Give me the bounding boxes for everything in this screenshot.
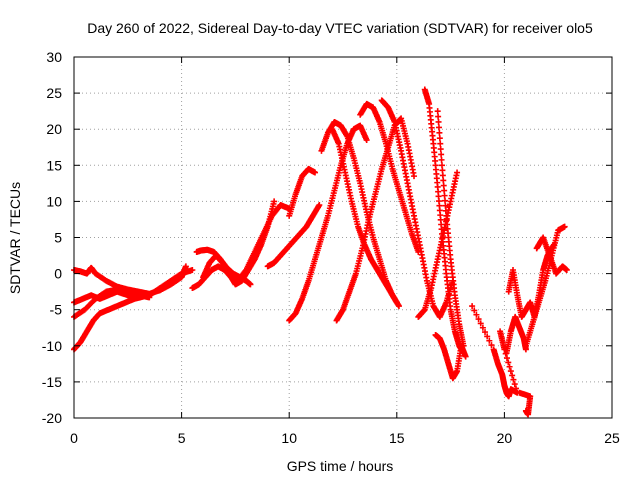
y-tick-label: -10 — [42, 338, 62, 354]
grid-lines — [74, 57, 612, 418]
y-tick-label: -20 — [42, 410, 62, 426]
data-point-fill — [440, 177, 447, 184]
y-axis-label: SDTVAR / TECUs — [7, 182, 23, 294]
data-point-fill — [511, 381, 518, 388]
data-point — [393, 299, 400, 306]
data-point-fill — [471, 307, 478, 314]
data-point-fill — [439, 172, 446, 179]
data-point-fill — [440, 182, 447, 189]
data-point — [454, 169, 461, 176]
series-arc-7 — [200, 198, 278, 288]
data-point-fill — [435, 113, 442, 120]
y-tick-label: 5 — [54, 230, 62, 246]
data-point-fill — [475, 316, 482, 323]
data-point-fill — [479, 324, 486, 331]
data-point — [469, 303, 476, 310]
data-point — [182, 263, 189, 270]
data-point-fill — [513, 385, 520, 392]
data-point — [411, 173, 418, 180]
series-arc-8 — [264, 202, 323, 270]
data-point-fill — [507, 368, 514, 375]
data-point — [516, 389, 523, 396]
data-point-fill — [473, 311, 480, 318]
data-point — [271, 198, 278, 205]
data-point-fill — [437, 146, 444, 153]
y-tick-label: 20 — [46, 121, 62, 137]
y-tick-label: 10 — [46, 193, 62, 209]
series-arc-4 — [71, 266, 196, 306]
data-point — [395, 303, 402, 310]
data-point-fill — [441, 192, 448, 199]
data-point-fill — [509, 372, 516, 379]
axes: 0 5 10 15 20 25 -20 -15 -10 -5 0 5 10 15 20 25 30 — [42, 49, 620, 446]
data-point-fill — [441, 187, 448, 194]
data-point — [434, 108, 441, 115]
data-point — [312, 169, 319, 176]
y-tick-label: -15 — [42, 374, 62, 390]
data-point-fill — [436, 135, 443, 142]
data-point-fill — [506, 363, 513, 370]
data-point — [363, 137, 370, 144]
data-point — [438, 162, 445, 169]
data-point-fill — [503, 355, 510, 362]
data-point-fill — [438, 151, 445, 158]
data-point — [462, 353, 469, 360]
series-arc-16 — [415, 169, 461, 320]
y-tick-label: 25 — [46, 85, 62, 101]
data-points — [71, 86, 570, 418]
data-point-fill — [486, 337, 493, 344]
data-point-fill — [437, 140, 444, 147]
data-point-fill — [438, 156, 445, 163]
data-point-fill — [488, 342, 495, 349]
y-tick-label: 0 — [54, 266, 62, 282]
series-arc-21 — [503, 313, 529, 357]
series-arc-9 — [286, 165, 319, 219]
series-arc-12 — [329, 126, 400, 306]
data-point-fill — [442, 197, 449, 204]
y-tick-label: -5 — [50, 302, 63, 318]
y-tick-label: 30 — [46, 49, 62, 65]
data-point-fill — [435, 118, 442, 125]
series-arc-19 — [432, 331, 469, 382]
x-tick-label: 15 — [389, 430, 405, 446]
data-point-fill — [484, 333, 491, 340]
x-tick-label: 10 — [281, 430, 297, 446]
x-tick-label: 20 — [497, 430, 513, 446]
data-point-fill — [510, 376, 517, 383]
x-tick-label: 25 — [604, 430, 620, 446]
chart-title: Day 260 of 2022, Sidereal Day-to-day VTE… — [87, 20, 593, 36]
data-point-fill — [477, 320, 484, 327]
data-point-fill — [435, 124, 442, 131]
series-arc-13 — [333, 115, 418, 324]
data-point-fill — [436, 129, 443, 136]
data-point — [316, 202, 323, 209]
series-arc-1 — [71, 293, 146, 353]
series-arc-24 — [533, 234, 570, 277]
series-isolated — [516, 389, 534, 418]
data-point-fill — [505, 359, 512, 366]
data-point — [561, 223, 568, 230]
series-arc-18 — [434, 108, 467, 349]
data-point — [247, 281, 254, 288]
data-point-fill — [439, 167, 446, 174]
data-point — [189, 266, 196, 273]
data-point — [563, 266, 570, 273]
data-point-fill — [482, 329, 489, 336]
x-axis-label: GPS time / hours — [287, 458, 394, 474]
data-point-fill — [442, 202, 449, 209]
plot-frame — [73, 56, 613, 419]
y-tick-label: 15 — [46, 157, 62, 173]
data-point-fill — [442, 207, 449, 214]
data-point — [497, 328, 504, 335]
x-tick-label: 5 — [178, 430, 186, 446]
x-tick-label: 0 — [70, 430, 78, 446]
